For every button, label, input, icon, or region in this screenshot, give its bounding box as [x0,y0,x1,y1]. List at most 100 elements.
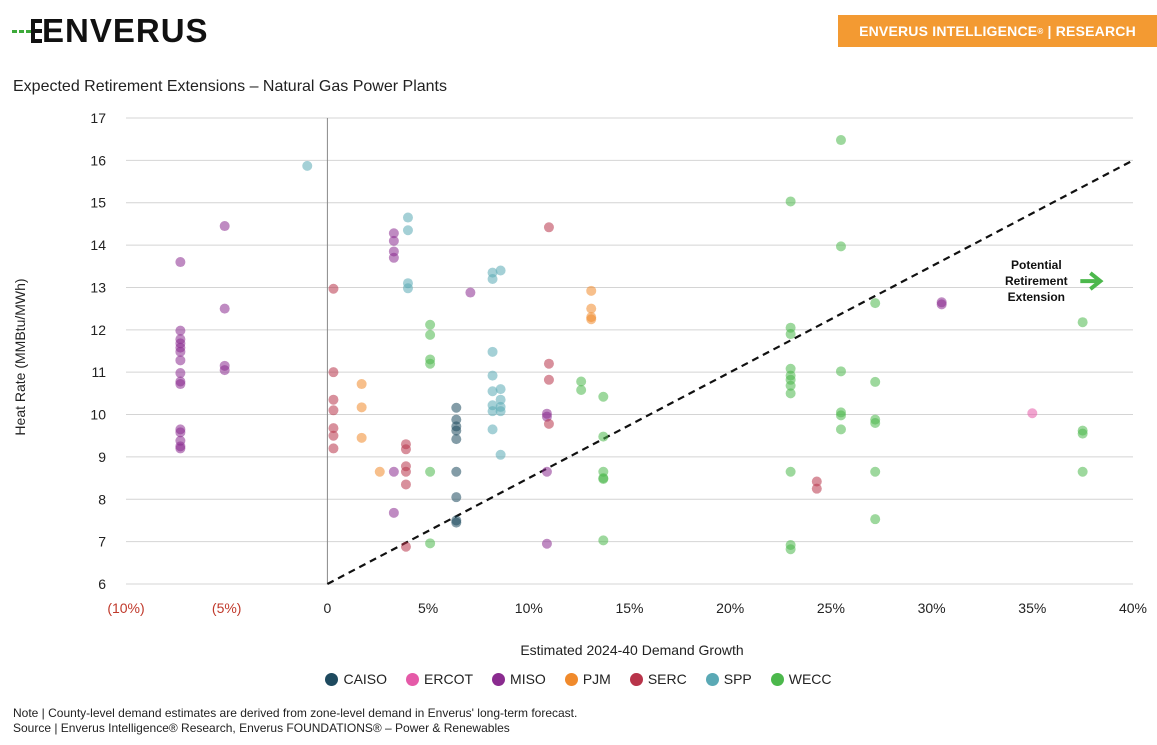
legend-label: SPP [723,671,752,687]
y-tick-label: 9 [98,449,106,465]
data-point-spp [402,225,413,236]
data-point-spp [487,406,498,417]
data-point-spp [487,370,498,381]
y-tick-label: 16 [90,152,106,168]
data-point-wecc [785,388,796,399]
tick-labels: 6 7 8 9 10 11 12 13 14 15 16 17 (10%) (5%) 0 5% 10% 15% 20… [90,110,1147,616]
data-point-caiso [451,425,462,436]
data-point-serc [400,479,411,490]
data-point-serc [400,444,411,455]
chart-title: Expected Retirement Extensions – Natural… [13,78,447,95]
legend-item-wecc: WECC [770,671,832,687]
legend: CAISO ERCOT MISO PJM SERC SPP WECC [0,671,1157,687]
data-point-spp [495,265,506,276]
data-point-spp [495,394,506,405]
data-point-miso [388,235,399,246]
data-point-wecc [835,241,846,252]
data-point-serc [811,483,822,494]
grid-layer [126,117,1133,585]
data-point-serc [400,541,411,552]
data-point-caiso [451,517,462,528]
data-point-pjm [374,466,385,477]
data-point-spp [495,406,506,417]
data-point-wecc [576,384,587,395]
data-point-wecc [870,418,881,429]
data-point-spp [495,384,506,395]
data-point-serc [543,418,554,429]
legend-marker-icon [492,672,506,686]
banner-registered-mark: ® [1037,26,1044,36]
legend-marker-icon [564,672,578,686]
enverus-logo-mark-icon [12,19,42,43]
data-point-caiso [451,434,462,445]
y-tick-label: 10 [90,407,106,423]
data-point-serc [811,476,822,487]
legend-marker-icon [705,672,719,686]
x-tick-label: 30% [918,600,946,616]
data-point-serc [543,374,554,385]
legend-label: MISO [510,671,546,687]
enverus-logo: ENVERUS [12,14,209,48]
data-point-miso [388,252,399,263]
annotation-text: Extension [1008,290,1065,304]
data-point-serc [328,443,339,454]
data-point-wecc [835,424,846,435]
data-point-wecc [425,538,436,549]
data-point-wecc [785,544,796,555]
legend-item-caiso: CAISO [325,671,387,687]
data-point-spp [302,160,313,171]
y-tick-label: 17 [90,110,106,126]
data-point-wecc [1077,466,1088,477]
data-point-miso [175,368,186,379]
y-tick-label: 12 [90,322,106,338]
data-point-miso [936,299,947,310]
footnotes: Note | County-level demand estimates are… [13,706,577,736]
data-point-miso [388,466,399,477]
data-point-wecc [870,376,881,387]
legend-item-pjm: PJM [564,671,611,687]
series-ercot [1027,408,1038,419]
right-arrow-icon [1080,271,1104,291]
data-point-spp [487,424,498,435]
series-pjm [356,285,597,477]
data-point-spp [487,346,498,357]
data-point-miso [175,427,186,438]
annotation-text: Retirement [1005,274,1068,288]
series-spp [302,160,506,460]
data-point-wecc [598,535,609,546]
data-point-pjm [356,432,367,443]
data-point-miso [219,221,230,232]
data-point-pjm [586,303,597,314]
data-point-wecc [1077,317,1088,328]
y-tick-label: 8 [98,491,106,507]
x-tick-label: 5% [418,600,438,616]
data-point-miso [541,538,552,549]
data-point-miso [175,346,186,357]
legend-marker-icon [406,672,420,686]
x-tick-label: 10% [515,600,543,616]
data-point-serc [328,367,339,378]
legend-label: ERCOT [424,671,474,687]
y-tick-label: 13 [90,279,106,295]
x-tick-label: 0 [324,600,332,616]
legend-marker-icon [629,672,643,686]
data-point-miso [388,507,399,518]
data-point-pjm [356,402,367,413]
legend-label: WECC [788,671,832,687]
data-point-pjm [356,379,367,390]
data-point-miso [219,303,230,314]
data-point-spp [402,283,413,294]
data-point-pjm [586,285,597,296]
legend-item-miso: MISO [492,671,546,687]
data-point-wecc [598,431,609,442]
data-point-wecc [870,514,881,525]
series-serc [328,222,822,552]
data-point-wecc [425,358,436,369]
data-point-wecc [785,196,796,207]
legend-label: SERC [647,671,687,687]
banner-prefix: ENVERUS INTELLIGENCE [859,23,1038,39]
data-point-wecc [598,391,609,402]
y-axis-label: Heat Rate (MMBtu/MWh) [12,278,28,435]
data-point-wecc [785,329,796,340]
